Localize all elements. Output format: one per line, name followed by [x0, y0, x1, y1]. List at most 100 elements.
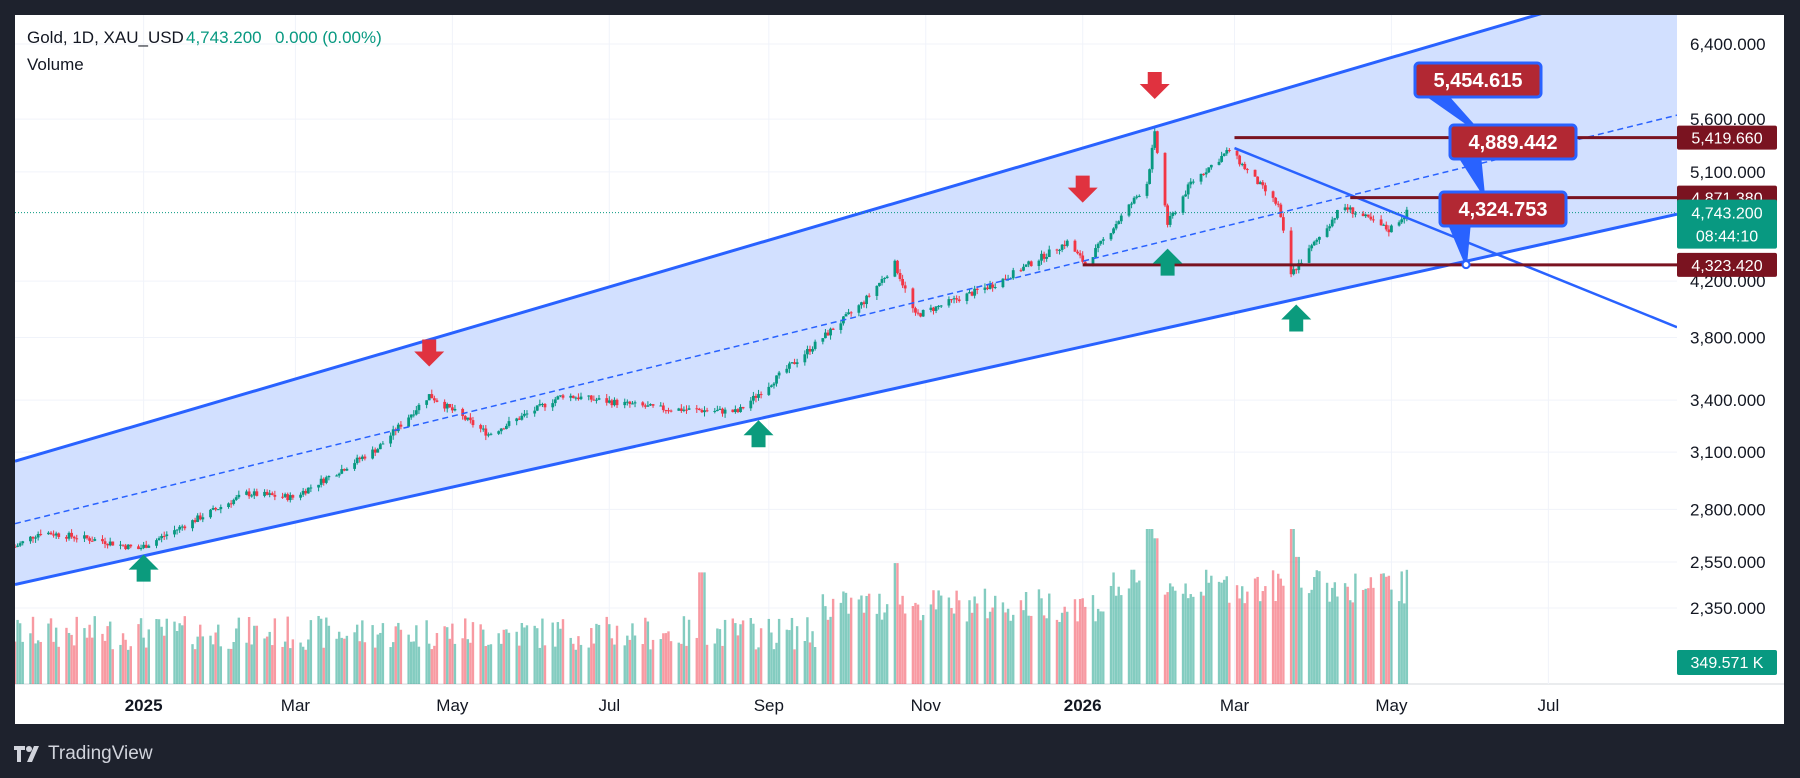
volume-bar: [849, 597, 853, 684]
volume-bar: [572, 643, 575, 684]
candle: [180, 526, 184, 528]
price-axis: 6,400.000 5,600.000 5,100.000 4,200.000 3,80…: [1690, 35, 1766, 618]
volume-bar: [1204, 569, 1208, 684]
candle: [1112, 228, 1115, 234]
volume-bar: [867, 593, 871, 684]
candle: [36, 533, 40, 538]
candle: [39, 533, 43, 535]
volume-bar: [142, 637, 145, 684]
volume-bar: [88, 624, 91, 684]
volume-bar: [592, 643, 596, 684]
candle: [499, 428, 503, 432]
volume-bar: [574, 649, 578, 684]
candle: [556, 396, 560, 400]
candle: [461, 408, 465, 417]
candle: [1091, 257, 1095, 265]
candle: [391, 429, 395, 436]
volume-bar: [968, 600, 971, 684]
candle: [49, 532, 53, 535]
candle: [1222, 153, 1226, 156]
buy-arrow-icon: [128, 554, 159, 582]
candle: [1387, 229, 1391, 233]
candle: [234, 497, 238, 500]
volume-bar: [57, 646, 60, 684]
volume-bar: [628, 639, 632, 684]
candle: [759, 394, 763, 396]
candle: [733, 409, 737, 413]
brand-footer[interactable]: TradingView: [14, 740, 153, 768]
volume-bar: [569, 637, 572, 684]
candle: [811, 348, 814, 352]
volume-bar: [829, 616, 832, 684]
volume-bar: [1040, 598, 1043, 684]
candle: [1261, 182, 1265, 186]
candle: [252, 491, 256, 496]
candle: [592, 399, 596, 401]
volume-bar: [1261, 591, 1264, 684]
candle: [139, 547, 143, 550]
volume-bar: [484, 645, 488, 684]
volume-bar: [970, 612, 974, 684]
x-tick-label: Mar: [1220, 696, 1250, 715]
candle: [867, 295, 871, 297]
volume-bar: [1004, 612, 1007, 684]
candle: [335, 475, 338, 477]
volume-bar: [952, 613, 956, 684]
x-tick-label: Sep: [754, 696, 784, 715]
candle: [1240, 163, 1244, 165]
volume-bar: [608, 624, 611, 684]
volume-bar: [587, 647, 590, 684]
candle: [360, 456, 364, 460]
volume-bar: [947, 597, 951, 684]
candle: [337, 473, 341, 476]
volume-bar: [1135, 582, 1138, 684]
volume-bar: [103, 640, 107, 684]
volume-bar: [649, 649, 652, 684]
volume-bar: [361, 620, 364, 684]
volume-bar: [824, 606, 827, 684]
candle: [950, 299, 953, 301]
volume-bar: [319, 618, 323, 684]
volume-bar: [322, 647, 325, 684]
candle: [263, 491, 266, 496]
volume-bar: [965, 621, 969, 684]
candle: [1279, 204, 1283, 218]
volume-bar: [991, 607, 994, 684]
volume-bar: [885, 604, 889, 684]
time-axis-area[interactable]: [15, 684, 1784, 724]
callout-anchor: [1461, 260, 1471, 270]
candle: [201, 517, 205, 520]
volume-bar: [1037, 589, 1041, 684]
volume-bar: [759, 628, 763, 684]
volume-bar: [1094, 621, 1097, 684]
candle: [183, 526, 187, 529]
y-tick-label: 5,100.000: [1690, 163, 1766, 182]
volume-bar: [18, 623, 22, 684]
candle: [1405, 209, 1409, 218]
drawings[interactable]: [15, 0, 1677, 587]
volume-bar: [211, 644, 215, 684]
candle: [535, 405, 539, 411]
candle: [525, 413, 529, 415]
volume-bar: [1181, 593, 1185, 684]
candle: [991, 284, 995, 288]
sell-arrow-icon: [1067, 175, 1098, 203]
candle: [916, 312, 920, 314]
candle: [1271, 191, 1275, 198]
volume-bar: [412, 641, 415, 684]
callouts[interactable]: 5,454.615 4,889.442 4,324.753: [1413, 61, 1578, 270]
volume-bar: [1351, 602, 1355, 684]
volume-bar: [955, 590, 958, 684]
candle: [1199, 173, 1203, 182]
volume-bar: [163, 635, 166, 684]
candle: [561, 395, 565, 398]
volume-bar: [605, 616, 608, 684]
candle: [1019, 270, 1023, 272]
volume-bar: [263, 638, 266, 684]
candle: [304, 490, 308, 494]
y-tick-label: 4,200.000: [1690, 272, 1766, 291]
volume-bar: [831, 598, 835, 684]
candle: [955, 298, 959, 300]
candle: [353, 463, 357, 469]
